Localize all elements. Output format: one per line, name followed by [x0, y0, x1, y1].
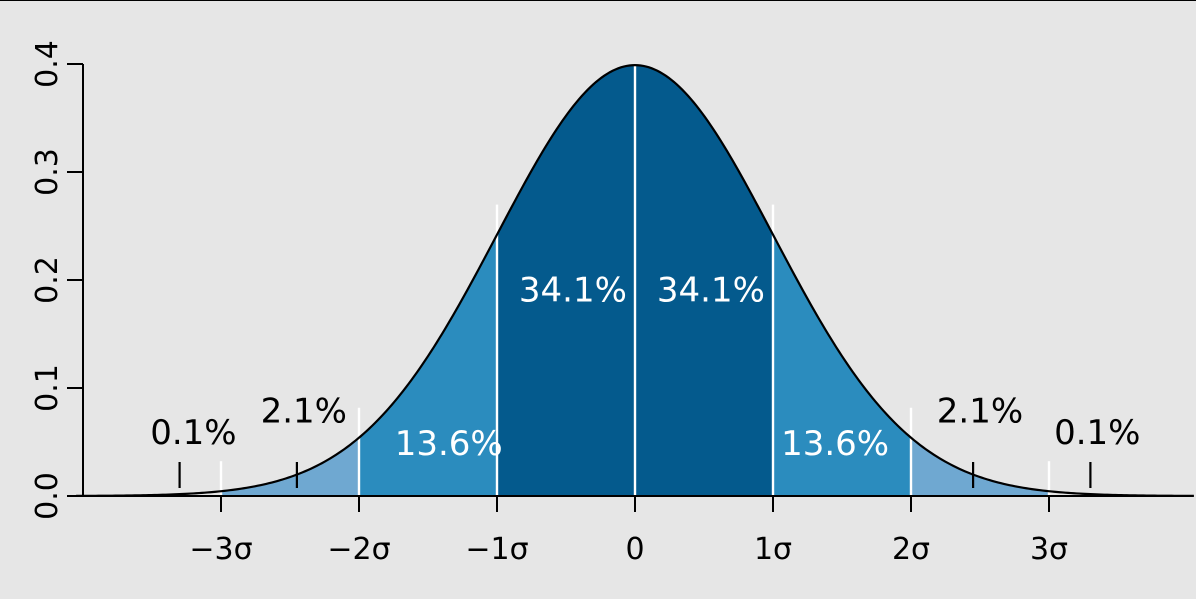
region-label: 34.1%: [519, 271, 627, 311]
region-label: 13.6%: [781, 424, 889, 464]
region-label: 2.1%: [937, 392, 1023, 432]
x-tick-label: 0: [625, 532, 644, 567]
band-5: [911, 437, 1049, 496]
region-label: 0.1%: [150, 413, 236, 453]
y-tick-label: 0.3: [30, 148, 65, 196]
x-tick-label: 1σ: [754, 532, 792, 567]
density-curve: [76, 64, 1194, 497]
region-label: 2.1%: [261, 392, 347, 432]
x-tick-label: 3σ: [1030, 532, 1068, 567]
region-label: 0.1%: [1054, 413, 1140, 453]
region-label: 34.1%: [657, 271, 765, 311]
x-tick-label: −3σ: [189, 532, 252, 567]
band-0: [221, 437, 359, 496]
y-tick-label: 0.1: [30, 364, 65, 412]
region-labels: 34.1% 34.1% 13.6% 13.6% 2.1% 2.1% 0.1% 0.1%: [150, 271, 1140, 464]
tail-markers: [178, 462, 1092, 488]
x-tick-label: −1σ: [465, 532, 528, 567]
x-tick-label: 2σ: [892, 532, 930, 567]
region-label: 13.6%: [395, 424, 503, 464]
x-tick-label: −2σ: [327, 532, 390, 567]
y-tick-label: 0.0: [30, 472, 65, 520]
y-tick-label: 0.4: [30, 40, 65, 88]
axes: 0.0 0.1 0.2 0.3 0.4 −3σ −2σ −1σ 0 1σ 2σ 3σ: [30, 40, 1190, 567]
sigma-dividers: [219, 65, 1051, 496]
y-tick-label: 0.2: [30, 256, 65, 304]
